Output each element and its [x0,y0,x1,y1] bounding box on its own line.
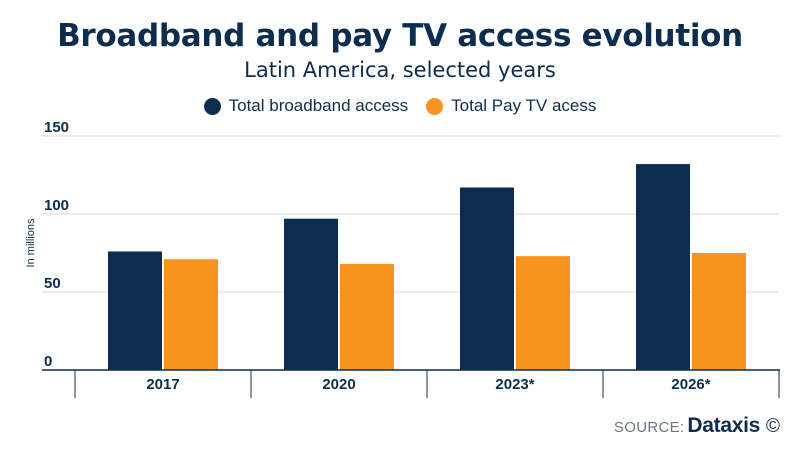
y-tick-label-100: 100 [44,197,69,214]
y-axis-label: In millions [25,218,37,267]
chart-legend: Total broadband access Total Pay TV aces… [0,96,800,116]
source-label: SOURCE: [613,419,685,436]
legend-label-broadband: Total broadband access [228,96,409,115]
chart-subtitle: Latin America, selected years [244,58,556,82]
source-credit: SOURCE: Dataxis © [614,414,780,438]
y-tick-label-50: 50 [44,275,61,292]
x-tick-label-2023: 2023* [495,376,534,393]
chart-title: Broadband and pay TV access evolution [57,18,743,54]
bar-broadband-2023 [460,187,514,370]
bar-broadband-2020 [284,218,338,370]
copyright-symbol: © [766,416,780,437]
x-tick-label-2017: 2017 [146,376,179,393]
y-tick-label-150: 150 [44,119,69,136]
legend-swatch-broadband [203,97,221,115]
legend-item-paytv: Total Pay TV acess [426,96,596,116]
bar-broadband-2017 [108,251,162,370]
x-tick-label-2020: 2020 [322,376,355,393]
bar-paytv-2017 [164,259,218,370]
bar-paytv-2020 [340,263,394,370]
legend-item-broadband: Total broadband access [203,96,409,116]
bar-paytv-2026 [692,253,746,370]
bar-broadband-2026 [636,164,690,370]
legend-swatch-paytv [426,97,444,115]
source-brand: Dataxis [687,414,760,437]
y-tick-label-0: 0 [44,353,52,370]
x-tick-label-2026: 2026* [671,376,710,393]
legend-label-paytv: Total Pay TV acess [451,96,597,115]
bar-paytv-2023 [516,256,570,370]
